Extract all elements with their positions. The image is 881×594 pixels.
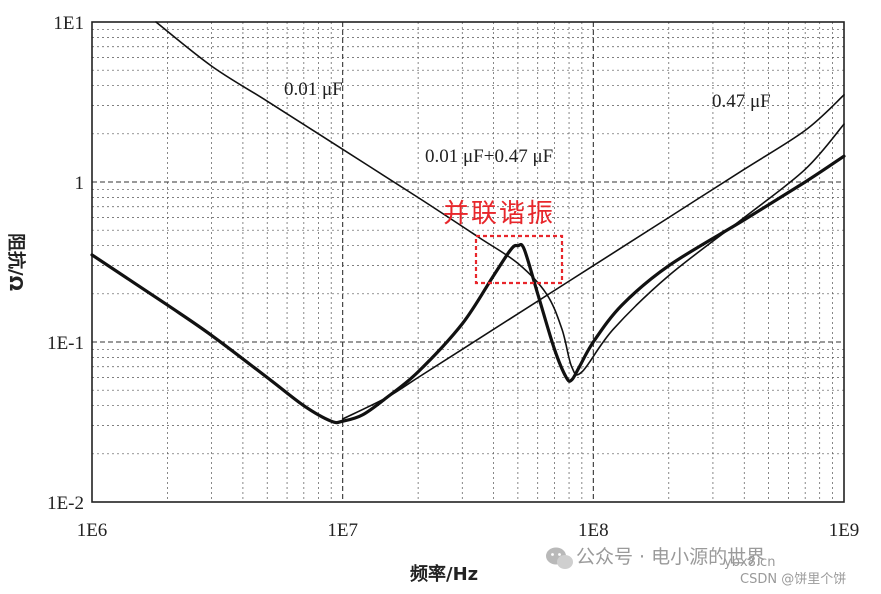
tick-labels: 1E6 1E7 1E8 1E9 1E-2 1E-1 1 1E1 (47, 13, 859, 541)
x-tick-label: 1E9 (829, 520, 860, 541)
y-tick-label: 1E1 (53, 13, 84, 34)
series-label-0-01uf: 0.01 μF (284, 79, 343, 100)
x-tick-label: 1E8 (578, 520, 609, 541)
resonance-box (474, 234, 564, 285)
x-axis-title: 频率/Hz (410, 563, 478, 585)
series-curves (90, 21, 846, 425)
resonance-annotation: 并联谐振 (443, 199, 555, 229)
y-tick-label: 1E-1 (47, 333, 84, 354)
watermark-site: ybx8.cn (724, 555, 775, 570)
x-tick-label: 1E7 (327, 520, 358, 541)
y-axis-title: 阻抗/Ω (5, 233, 27, 291)
curve-combined (90, 154, 846, 425)
watermark: 公众号 · 电小源的世界 ybx8.cn CSDN @饼里个饼 (546, 546, 846, 587)
watermark-csdn: CSDN @饼里个饼 (740, 572, 846, 587)
x-tick-label: 1E6 (77, 520, 108, 541)
y-tick-label: 1E-2 (47, 493, 84, 514)
y-tick-label: 1 (75, 173, 85, 194)
watermark-wechat: 公众号 · 电小源的世界 (576, 546, 765, 568)
grid (92, 22, 844, 502)
plot-frame (91, 21, 845, 503)
series-label-combined: 0.01 μF+0.47 μF (425, 146, 553, 167)
series-label-0-47uf: 0.47 μF (712, 91, 771, 112)
wechat-icon (546, 547, 573, 569)
curve-0-01uf (155, 21, 845, 376)
curve-0-47uf (341, 94, 845, 420)
